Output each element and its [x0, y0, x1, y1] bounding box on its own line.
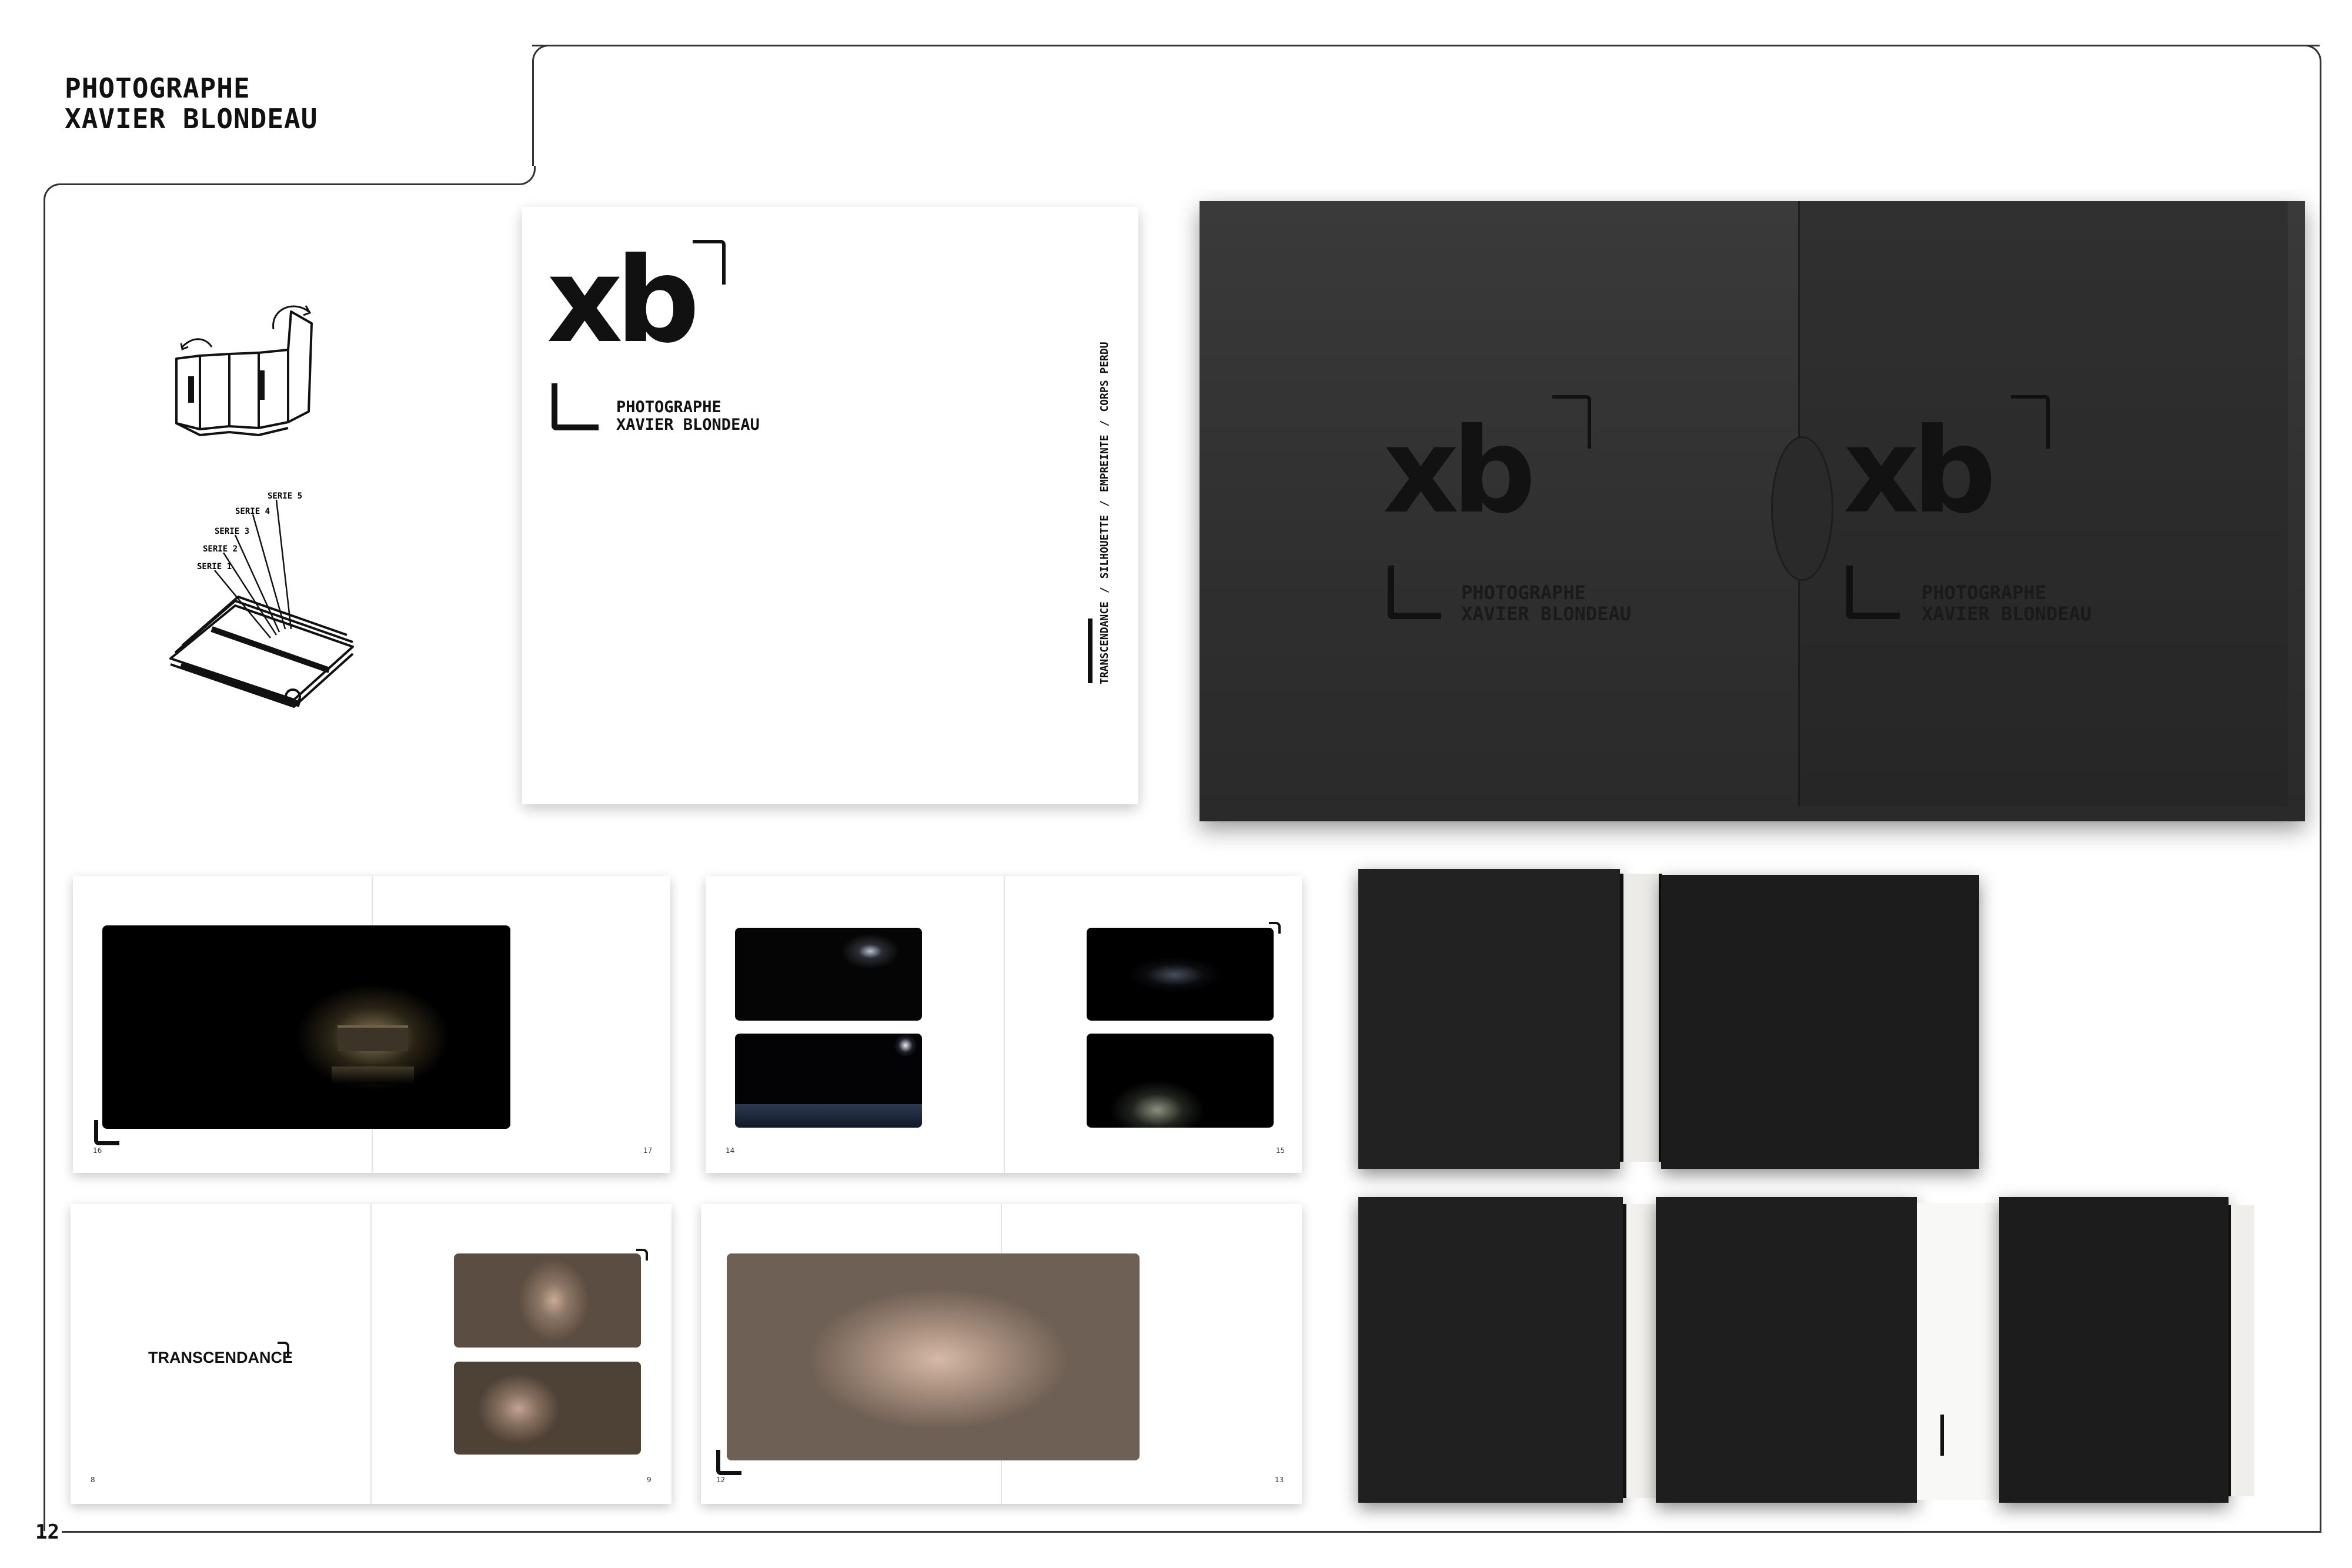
road-wall — [735, 1104, 922, 1128]
series-label-4: SERIE 4 — [235, 507, 270, 516]
section-title-bracket — [278, 1342, 289, 1357]
open-case-photo — [1358, 869, 1979, 1170]
cover-spine-series: TRANSCENDANCE / SILHOUETTE / EMPREINTE / CO… — [1098, 214, 1111, 684]
series-label-1: SERIE 1 — [197, 562, 232, 571]
frame-right-corner — [2302, 45, 2321, 64]
spread-fold — [1004, 876, 1005, 1173]
spread-bracket — [636, 1249, 648, 1261]
series-corps-perdu: CORPS PERDU — [1098, 342, 1111, 412]
slipcase-sleeve — [1798, 201, 2288, 807]
page-number: 12 — [35, 1520, 59, 1544]
folding-sketch — [175, 305, 313, 436]
box-line-2: XAVIER BLONDEAU — [1461, 603, 1631, 625]
frame-tab-bottom-corner — [516, 166, 536, 185]
box-line-4: XAVIER BLONDEAU — [1922, 603, 2092, 625]
box-line-1: PHOTOGRAPHE — [1461, 581, 1586, 604]
motion-portrait-2 — [454, 1362, 641, 1455]
frame-top-left-corner — [44, 183, 63, 203]
spread-bracket — [94, 1120, 119, 1145]
case-spine-insert — [1620, 874, 1662, 1162]
cover-spine-bar — [1088, 618, 1093, 683]
unfolded-booklet-photo — [1358, 1197, 2276, 1509]
cover-line-2: XAVIER BLONDEAU — [616, 416, 760, 434]
water-reflection — [332, 1066, 414, 1084]
booklet-panel-3 — [1999, 1197, 2229, 1503]
cover-logo-bracket — [693, 240, 726, 285]
booklet-insert-3 — [2229, 1205, 2254, 1496]
series-empreinte: EMPREINTE — [1098, 434, 1111, 493]
slipcase-photo: xb PHOTOGRAPHE XAVIER BLONDEAU xb PHOTOG… — [1200, 201, 2305, 821]
series-label-3: SERIE 3 — [215, 527, 249, 536]
box-bracket-left — [1388, 566, 1441, 619]
frame-bottom-edge — [62, 1531, 2321, 1533]
box-title-right: PHOTOGRAPHE XAVIER BLONDEAU — [1922, 582, 2092, 624]
header-tab-frame-corner — [532, 45, 552, 64]
case-left-panel — [1358, 869, 1620, 1169]
page-right-number: 15 — [1276, 1146, 1285, 1155]
insert-bar — [1940, 1415, 1944, 1456]
cover-logo: xb — [547, 232, 700, 369]
series-label-2: SERIE 2 — [203, 544, 238, 554]
road-photo — [735, 1034, 922, 1128]
spread-bracket — [716, 1450, 741, 1475]
page-left-number: 8 — [91, 1476, 95, 1484]
frame-tab-vertical — [532, 61, 534, 166]
box-logo-bracket-right — [2011, 395, 2050, 449]
spread-bracket — [1269, 922, 1281, 934]
box-bracket-right — [1846, 566, 1900, 619]
header-tab-frame — [532, 45, 2320, 46]
sep-3: / — [1098, 420, 1111, 427]
box-logo-left: xb — [1383, 403, 1536, 540]
frame-left-edge — [44, 200, 45, 1531]
frame-top-left — [60, 183, 517, 185]
cover-line-1: PHOTOGRAPHE — [616, 398, 721, 416]
series-silhouette: SILHOUETTE — [1098, 514, 1111, 579]
page-right-number: 17 — [643, 1146, 653, 1155]
box-logo-bracket-left — [1552, 395, 1591, 449]
page-right-number: 13 — [1275, 1476, 1284, 1484]
title-line-1: PHOTOGRAPHE — [65, 72, 250, 104]
page-right-number: 9 — [647, 1476, 652, 1484]
box-logo-right: xb — [1843, 403, 1996, 540]
booklet-panel-2 — [1656, 1197, 1917, 1503]
night-building-photo — [102, 925, 510, 1129]
sep-2: / — [1098, 500, 1111, 507]
spread-fold — [370, 1204, 372, 1504]
booklet-insert-2 — [1917, 1203, 1999, 1500]
slipcase-cutout — [1771, 436, 1833, 581]
box-title-left: PHOTOGRAPHE XAVIER BLONDEAU — [1461, 582, 1631, 624]
book-sketch: SERIE 5 SERIE 4 SERIE 3 SERIE 2 SERIE 1 — [169, 492, 354, 708]
corridor-photo — [1087, 928, 1274, 1021]
section-title: TRANSCENDANCE — [148, 1349, 293, 1366]
page-left-number: 14 — [726, 1146, 735, 1155]
series-label-5: SERIE 5 — [268, 492, 302, 501]
series-transcendance: TRANSCENDANCE — [1098, 601, 1111, 684]
building-windows — [338, 1025, 408, 1051]
case-right-panel — [1661, 875, 1979, 1169]
alley-photo-1 — [735, 928, 922, 1021]
wall-light-photo — [1087, 1034, 1274, 1128]
page-title: PHOTOGRAPHE XAVIER BLONDEAU — [65, 73, 318, 134]
spread-16-17: 16 17 — [73, 876, 670, 1173]
sep-1: / — [1098, 587, 1111, 594]
frame-right-edge — [2320, 61, 2321, 1531]
booklet-panel-1 — [1358, 1197, 1623, 1503]
motion-blur-photo — [727, 1253, 1140, 1460]
title-line-2: XAVIER BLONDEAU — [65, 103, 318, 135]
spread-12-13: 12 13 — [701, 1204, 1302, 1504]
motion-portrait-1 — [454, 1253, 641, 1348]
box-line-3: PHOTOGRAPHE — [1922, 581, 2046, 604]
page-left-number: 12 — [716, 1476, 726, 1484]
page-left-number: 16 — [93, 1146, 102, 1155]
cover-title: PHOTOGRAPHE XAVIER BLONDEAU — [616, 399, 760, 434]
spread-8-9: TRANSCENDANCE 8 9 — [71, 1204, 671, 1504]
white-cover: xb PHOTOGRAPHE XAVIER BLONDEAU TRANSCEND… — [522, 207, 1138, 804]
spread-14-15: 14 15 — [706, 876, 1302, 1173]
cover-bracket — [552, 383, 599, 430]
